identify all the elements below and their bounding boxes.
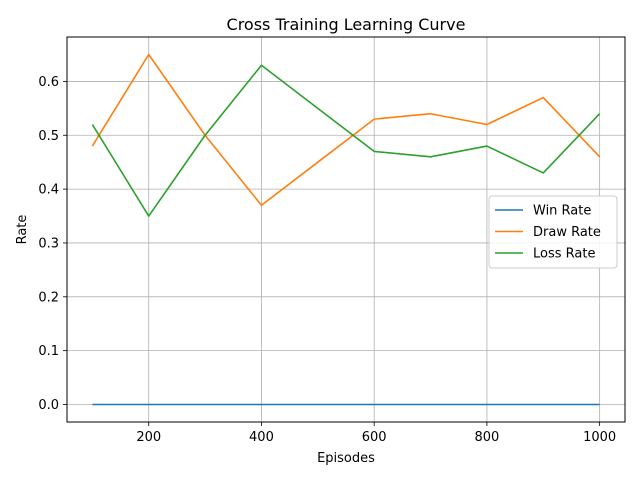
legend-label-win-rate: Win Rate bbox=[533, 204, 591, 219]
plot-area-frame bbox=[66, 36, 626, 423]
legend-label-loss-rate: Loss Rate bbox=[533, 247, 595, 262]
legend-label-draw-rate: Draw Rate bbox=[533, 225, 601, 240]
x-tick-label: 200 bbox=[136, 430, 161, 445]
x-axis-ticks: 200 400 600 800 1000 bbox=[136, 422, 616, 445]
y-tick-label: 0.3 bbox=[38, 236, 59, 251]
x-tick-label: 800 bbox=[474, 430, 499, 445]
x-tick-label: 400 bbox=[249, 430, 274, 445]
series-lines bbox=[91, 53, 601, 406]
y-tick-label: 0.0 bbox=[38, 398, 59, 413]
y-tick-label: 0.2 bbox=[38, 290, 59, 305]
series-line-draw-rate bbox=[91, 53, 601, 207]
legend-box bbox=[488, 195, 618, 269]
x-tick-label: 1000 bbox=[583, 430, 616, 445]
y-tick-label: 0.4 bbox=[38, 183, 59, 198]
y-tick-label: 0.5 bbox=[38, 129, 59, 144]
series-line-loss-rate bbox=[91, 64, 601, 217]
y-axis-title: Rate bbox=[15, 215, 30, 245]
y-tick-label: 0.1 bbox=[38, 344, 59, 359]
y-axis-ticks: 0.0 0.1 0.2 0.3 0.4 0.5 0.6 bbox=[38, 75, 67, 413]
x-tick-label: 600 bbox=[362, 430, 387, 445]
grid-lines bbox=[67, 37, 625, 422]
x-axis-title: Episodes bbox=[317, 451, 375, 466]
chart-title: Cross Training Learning Curve bbox=[227, 15, 466, 34]
legend: Win Rate Draw Rate Loss Rate bbox=[488, 195, 618, 269]
y-tick-label: 0.6 bbox=[38, 75, 59, 90]
